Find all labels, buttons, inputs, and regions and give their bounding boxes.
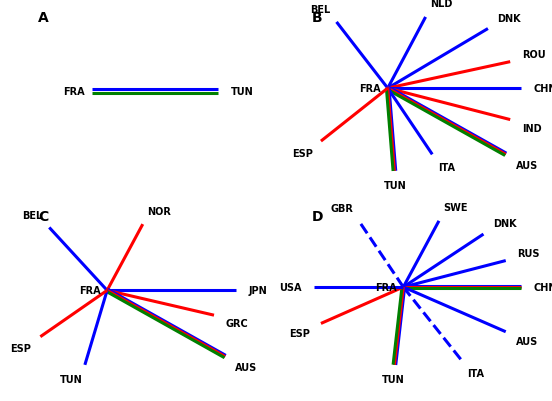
Text: CHN: CHN	[534, 282, 552, 292]
Text: CHN: CHN	[534, 84, 552, 94]
Text: D: D	[312, 210, 323, 224]
Text: ESP: ESP	[10, 343, 31, 353]
Text: BEL: BEL	[22, 211, 43, 221]
Text: FRA: FRA	[375, 282, 397, 292]
Text: AUS: AUS	[516, 336, 539, 346]
Text: TUN: TUN	[384, 180, 406, 190]
Text: ROU: ROU	[522, 50, 545, 60]
Text: GRC: GRC	[226, 318, 248, 328]
Text: RUS: RUS	[517, 248, 540, 258]
Text: DNK: DNK	[497, 14, 521, 24]
Text: A: A	[38, 11, 49, 25]
Text: FRA: FRA	[63, 87, 85, 97]
Text: SWE: SWE	[443, 203, 468, 213]
Text: DNK: DNK	[492, 219, 516, 229]
Text: BEL: BEL	[310, 5, 331, 15]
Text: NLD: NLD	[430, 0, 453, 10]
Text: IND: IND	[522, 123, 542, 133]
Text: ITA: ITA	[438, 163, 455, 173]
Text: ITA: ITA	[468, 368, 485, 378]
Text: TUN: TUN	[231, 87, 253, 97]
Text: GBR: GBR	[331, 203, 353, 213]
Text: C: C	[38, 210, 49, 224]
Text: AUS: AUS	[235, 362, 257, 372]
Text: FRA: FRA	[359, 84, 381, 94]
Text: ESP: ESP	[290, 328, 310, 338]
Text: B: B	[312, 11, 323, 25]
Text: JPN: JPN	[248, 286, 267, 296]
Text: FRA: FRA	[79, 286, 100, 296]
Text: ESP: ESP	[291, 148, 312, 158]
Text: NOR: NOR	[147, 206, 171, 216]
Text: USA: USA	[279, 282, 302, 292]
Text: TUN: TUN	[382, 374, 405, 384]
Text: AUS: AUS	[516, 160, 538, 170]
Text: TUN: TUN	[60, 374, 82, 384]
